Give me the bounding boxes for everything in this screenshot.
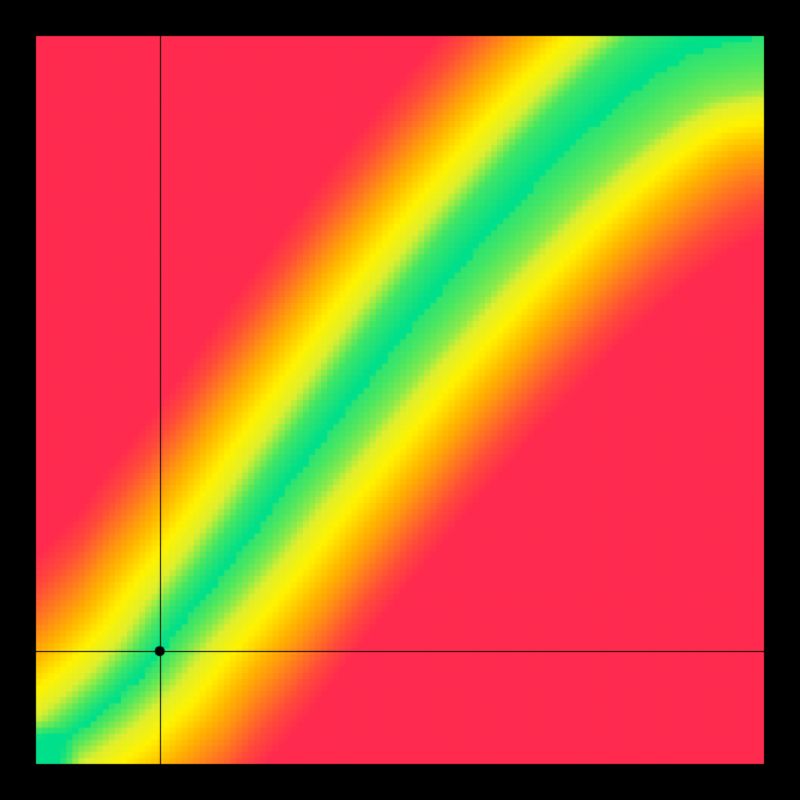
bottleneck-heatmap bbox=[0, 0, 800, 800]
